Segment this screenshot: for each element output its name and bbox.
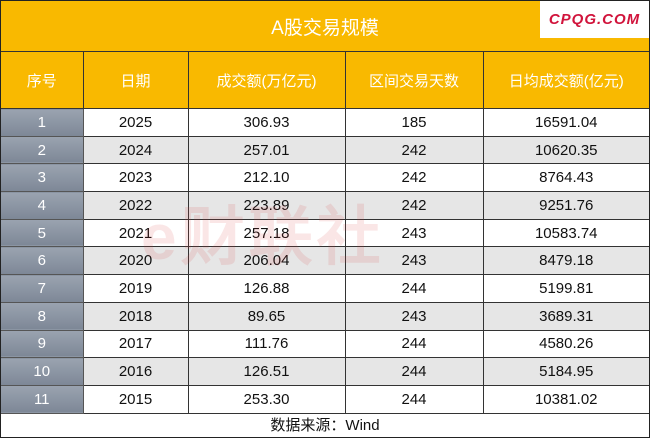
table-cell: 89.65	[187, 301, 346, 331]
table-cell: 3689.31	[482, 301, 649, 331]
table-cell: 6	[1, 246, 84, 276]
table-cell: 7	[1, 274, 84, 303]
data-table: 序号 日期 成交额(万亿元) 区间交易天数 日均成交额(亿元) 1 2025 306.93 1…	[1, 52, 649, 414]
table-cell: 243	[344, 301, 484, 331]
table-cell: 223.89	[187, 191, 346, 220]
table-row: 10 2016 126.51 244 5184.95	[1, 357, 649, 386]
table-row: 4 2022 223.89 242 9251.76	[1, 191, 649, 220]
table-cell: 2024	[82, 135, 189, 165]
table-row: 7 2019 126.88 244 5199.81	[1, 274, 649, 303]
table-cell: 243	[344, 246, 484, 276]
table-cell: 2022	[82, 191, 189, 220]
table-cell: 9	[1, 329, 84, 359]
table-cell: 16591.04	[482, 108, 649, 137]
table-cell: 2023	[82, 163, 189, 193]
table-row: 3 2023 212.10 242 8764.43	[1, 163, 649, 193]
table-cell: 242	[344, 191, 484, 220]
table-cell: 244	[344, 329, 484, 359]
table-cell: 4	[1, 191, 84, 220]
table-cell: 2018	[82, 301, 189, 331]
table-cell: 253.30	[187, 384, 346, 414]
table-cell: 10	[1, 357, 84, 386]
table-cell: 11	[1, 384, 84, 414]
table-cell: 8	[1, 301, 84, 331]
table-cell: 126.51	[187, 357, 346, 386]
table-row: 1 2025 306.93 185 16591.04	[1, 108, 649, 137]
table-cell: 206.04	[187, 246, 346, 276]
table-cell: 1	[1, 108, 84, 137]
table-cell: 212.10	[187, 163, 346, 193]
table-cell: 306.93	[187, 108, 346, 137]
table-cell: 4580.26	[482, 329, 649, 359]
table-cell: 2	[1, 135, 84, 165]
table-cell: 111.76	[187, 329, 346, 359]
table-cell: 2025	[82, 108, 189, 137]
table-row: 2 2024 257.01 242 10620.35	[1, 135, 649, 165]
table-cell: 5184.95	[482, 357, 649, 386]
table-row: 11 2015 253.30 244 10381.02	[1, 384, 649, 414]
column-header: 成交额(万亿元)	[187, 52, 346, 109]
table-cell: 10583.74	[482, 218, 649, 248]
table-cell: 5	[1, 218, 84, 248]
table-row: 9 2017 111.76 244 4580.26	[1, 329, 649, 359]
table-cell: 2016	[82, 357, 189, 386]
table-cell: 257.18	[187, 218, 346, 248]
table-cell: 2017	[82, 329, 189, 359]
table-cell: 9251.76	[482, 191, 649, 220]
table-cell: 5199.81	[482, 274, 649, 303]
table-cell: 2019	[82, 274, 189, 303]
source-note: 数据来源：Wind	[270, 416, 380, 434]
table-cell: 2015	[82, 384, 189, 414]
column-header: 序号	[1, 52, 84, 109]
table-cell: 243	[344, 218, 484, 248]
table-cell: 244	[344, 384, 484, 414]
table-cell: 126.88	[187, 274, 346, 303]
table-cell: 242	[344, 135, 484, 165]
table-row: 8 2018 89.65 243 3689.31	[1, 301, 649, 331]
table-row: 5 2021 257.18 243 10583.74	[1, 218, 649, 248]
column-header: 日期	[82, 52, 189, 109]
table-cell: 10620.35	[482, 135, 649, 165]
table-cell: 244	[344, 357, 484, 386]
table-cell: 244	[344, 274, 484, 303]
table-cell: 3	[1, 163, 84, 193]
site-logo: CPQG.COM	[540, 1, 649, 38]
table-row: 6 2020 206.04 243 8479.18	[1, 246, 649, 276]
table-cell: 8764.43	[482, 163, 649, 193]
column-header: 区间交易天数	[344, 52, 484, 109]
table-cell: 185	[344, 108, 484, 137]
column-header: 日均成交额(亿元)	[482, 52, 649, 109]
table-cell: 242	[344, 163, 484, 193]
header-row: 序号 日期 成交额(万亿元) 区间交易天数 日均成交额(亿元)	[1, 52, 649, 109]
table-cell: 257.01	[187, 135, 346, 165]
table-cell: 8479.18	[482, 246, 649, 276]
table-cell: 2020	[82, 246, 189, 276]
table-cell: 10381.02	[482, 384, 649, 414]
table-cell: 2021	[82, 218, 189, 248]
